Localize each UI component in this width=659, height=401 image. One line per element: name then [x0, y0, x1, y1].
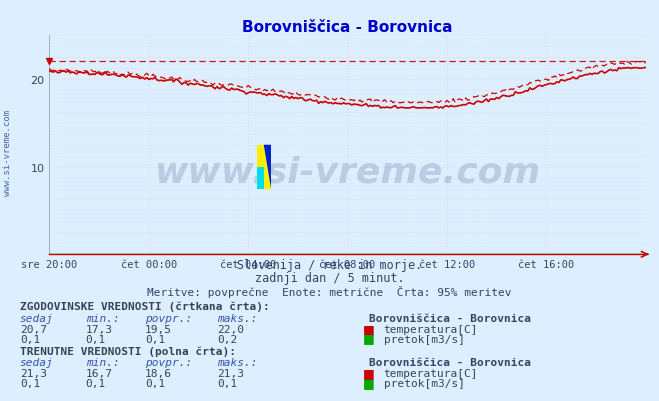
Text: pretok[m3/s]: pretok[m3/s]: [384, 378, 465, 388]
Text: temperatura[C]: temperatura[C]: [384, 368, 478, 378]
Bar: [256, 167, 264, 189]
Text: zadnji dan / 5 minut.: zadnji dan / 5 minut.: [254, 271, 405, 284]
Text: 22,0: 22,0: [217, 324, 244, 334]
Polygon shape: [264, 145, 271, 189]
Text: min.:: min.:: [86, 314, 119, 324]
Text: sedaj: sedaj: [20, 314, 53, 324]
Text: Meritve: povprečne  Enote: metrične  Črta: 95% meritev: Meritve: povprečne Enote: metrične Črta:…: [147, 285, 512, 297]
Text: min.:: min.:: [86, 357, 119, 367]
Text: ■: ■: [362, 322, 374, 335]
Text: pretok[m3/s]: pretok[m3/s]: [384, 334, 465, 344]
Text: www.si-vreme.com: www.si-vreme.com: [155, 155, 540, 188]
Text: 0,1: 0,1: [86, 378, 106, 388]
Text: Slovenija / reke in morje.: Slovenija / reke in morje.: [237, 258, 422, 271]
Title: Borovniščica - Borovnica: Borovniščica - Borovnica: [243, 20, 453, 35]
Text: ■: ■: [362, 366, 374, 379]
Text: 19,5: 19,5: [145, 324, 172, 334]
Text: 21,3: 21,3: [217, 368, 244, 378]
Text: sedaj: sedaj: [20, 357, 53, 367]
Text: temperatura[C]: temperatura[C]: [384, 324, 478, 334]
Text: TRENUTNE VREDNOSTI (polna črta):: TRENUTNE VREDNOSTI (polna črta):: [20, 345, 236, 356]
Text: 21,3: 21,3: [20, 368, 47, 378]
Text: ZGODOVINSKE VREDNOSTI (črtkana črta):: ZGODOVINSKE VREDNOSTI (črtkana črta):: [20, 301, 270, 312]
Text: 0,1: 0,1: [86, 334, 106, 344]
Text: 20,7: 20,7: [20, 324, 47, 334]
Text: 0,2: 0,2: [217, 334, 238, 344]
Text: maks.:: maks.:: [217, 314, 258, 324]
Text: 0,1: 0,1: [217, 378, 238, 388]
Text: www.si-vreme.com: www.si-vreme.com: [3, 109, 13, 195]
Bar: [256, 145, 271, 189]
Text: 0,1: 0,1: [145, 334, 165, 344]
Text: maks.:: maks.:: [217, 357, 258, 367]
Text: povpr.:: povpr.:: [145, 357, 192, 367]
Text: 0,1: 0,1: [20, 378, 40, 388]
Text: Borovniščica - Borovnica: Borovniščica - Borovnica: [369, 314, 531, 324]
Text: povpr.:: povpr.:: [145, 314, 192, 324]
Text: Borovniščica - Borovnica: Borovniščica - Borovnica: [369, 357, 531, 367]
Text: 0,1: 0,1: [145, 378, 165, 388]
Text: 18,6: 18,6: [145, 368, 172, 378]
Text: 0,1: 0,1: [20, 334, 40, 344]
Text: ■: ■: [362, 332, 374, 344]
Text: ■: ■: [362, 376, 374, 389]
Text: 17,3: 17,3: [86, 324, 113, 334]
Text: 16,7: 16,7: [86, 368, 113, 378]
